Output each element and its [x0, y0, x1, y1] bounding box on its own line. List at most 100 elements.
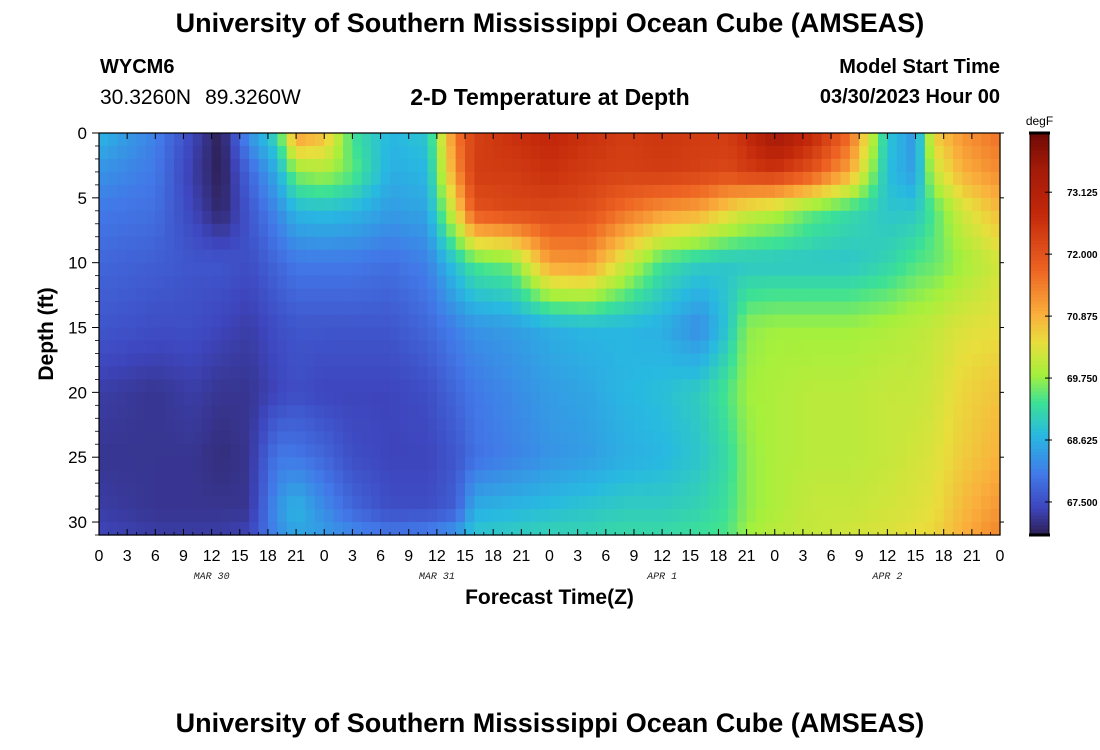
heatmap-cell — [896, 418, 907, 432]
colorbar-segment — [1030, 236, 1049, 241]
heatmap-cell — [371, 288, 382, 303]
x-tick-label: 21 — [963, 548, 981, 565]
heatmap-cell — [305, 314, 316, 329]
heatmap-cell — [258, 379, 269, 393]
heatmap-cell — [352, 470, 363, 484]
heatmap-cell — [502, 522, 513, 536]
heatmap-cell — [877, 223, 888, 238]
heatmap-cell — [258, 483, 269, 497]
date-label: APR 1 — [646, 572, 677, 583]
heatmap-cell — [145, 184, 156, 199]
heatmap-cell — [727, 262, 738, 277]
heatmap-cell — [727, 171, 738, 186]
heatmap-cell — [671, 301, 682, 316]
heatmap-cell — [380, 431, 391, 445]
heatmap-cell — [765, 431, 776, 445]
heatmap-cell — [549, 275, 560, 290]
heatmap-cell — [662, 158, 673, 173]
heatmap-cell — [849, 327, 860, 342]
heatmap-cell — [596, 314, 607, 329]
heatmap-cell — [277, 457, 288, 471]
heatmap-cell — [690, 431, 701, 445]
heatmap-cell — [727, 444, 738, 458]
heatmap-cell — [286, 418, 297, 432]
heatmap-cell — [399, 197, 410, 212]
heatmap-cell — [802, 171, 813, 186]
heatmap-cell — [877, 470, 888, 484]
heatmap-cell — [577, 184, 588, 199]
heatmap-cell — [859, 470, 870, 484]
heatmap-cell — [671, 133, 682, 147]
heatmap-cell — [709, 288, 720, 303]
heatmap-cell — [249, 509, 260, 523]
heatmap-cell — [812, 496, 823, 510]
heatmap-cell — [183, 444, 194, 458]
heatmap-cell — [521, 392, 532, 406]
colorbar-segment — [1030, 283, 1049, 288]
heatmap-cell — [906, 171, 917, 186]
heatmap-cell — [155, 145, 166, 160]
heatmap-cell — [699, 379, 710, 393]
heatmap-cell — [249, 392, 260, 406]
heatmap-cell — [549, 483, 560, 497]
heatmap-cell — [371, 457, 382, 471]
heatmap-cell — [502, 184, 513, 199]
heatmap-cell — [953, 340, 964, 355]
heatmap-cell — [174, 457, 185, 471]
heatmap-cell — [652, 327, 663, 342]
heatmap-cell — [643, 171, 654, 186]
heatmap-cell — [117, 483, 128, 497]
heatmap-cell — [192, 483, 203, 497]
heatmap-cell — [784, 353, 795, 368]
heatmap-cell — [192, 171, 203, 186]
heatmap-cell — [465, 314, 476, 329]
heatmap-cell — [352, 405, 363, 419]
heatmap-cell — [239, 275, 250, 290]
heatmap-cell — [511, 288, 522, 303]
heatmap-cell — [258, 210, 269, 225]
heatmap-cell — [305, 236, 316, 251]
heatmap-cell — [953, 223, 964, 238]
heatmap-cell — [718, 145, 729, 160]
colorbar-segment — [1030, 397, 1049, 402]
heatmap-cell — [164, 158, 175, 173]
heatmap-cell — [164, 288, 175, 303]
heatmap-cell — [652, 522, 663, 536]
heatmap-cell — [896, 457, 907, 471]
heatmap-cell — [249, 262, 260, 277]
heatmap-cell — [277, 483, 288, 497]
heatmap-cell — [455, 522, 466, 536]
heatmap-cell — [343, 275, 354, 290]
heatmap-cell — [277, 522, 288, 536]
heatmap-cell — [849, 223, 860, 238]
heatmap-cell — [530, 509, 541, 523]
heatmap-cell — [981, 483, 992, 497]
heatmap-cell — [690, 210, 701, 225]
heatmap-cell — [380, 509, 391, 523]
heatmap-cell — [540, 262, 551, 277]
heatmap-cell — [605, 379, 616, 393]
heatmap-cell — [267, 340, 278, 355]
heatmap-cell — [615, 431, 626, 445]
heatmap-cell — [155, 223, 166, 238]
heatmap-cell — [465, 275, 476, 290]
heatmap-cell — [399, 431, 410, 445]
heatmap-cell — [174, 405, 185, 419]
heatmap-cell — [192, 496, 203, 510]
heatmap-cell — [568, 509, 579, 523]
heatmap-cell — [174, 158, 185, 173]
heatmap-cell — [427, 470, 438, 484]
heatmap-cell — [502, 431, 513, 445]
heatmap-cell — [333, 262, 344, 277]
colorbar-segment — [1030, 273, 1049, 278]
heatmap-cell — [906, 353, 917, 368]
heatmap-cell — [652, 171, 663, 186]
heatmap-cell — [877, 327, 888, 342]
heatmap-cell — [896, 145, 907, 160]
heatmap-cell — [408, 431, 419, 445]
heatmap-cell — [699, 275, 710, 290]
heatmap-cell — [915, 262, 926, 277]
heatmap-cell — [605, 444, 616, 458]
heatmap-cell — [971, 236, 982, 251]
heatmap-cell — [643, 522, 654, 536]
